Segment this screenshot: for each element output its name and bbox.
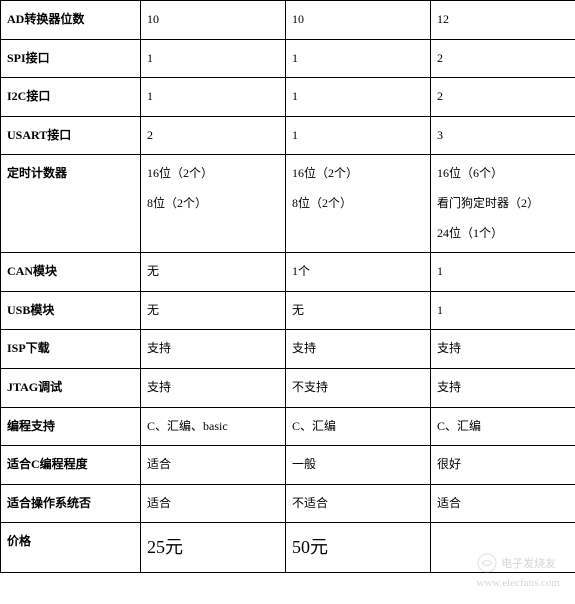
row-cell: C、汇编 <box>286 407 431 446</box>
row-cell: 16位（2个） 8位（2个） <box>141 155 286 253</box>
row-label: 价格 <box>1 523 141 572</box>
row-cell: 无 <box>286 291 431 330</box>
cell-line: 16位（6个） <box>437 163 569 185</box>
comparison-table: AD转换器位数101012SPI接口112I2C接口112USART接口213定… <box>0 0 575 573</box>
row-label: 适合C编程程度 <box>1 446 141 485</box>
row-cell: 1 <box>431 253 575 292</box>
row-cell: 很好 <box>431 446 575 485</box>
row-label: USB模块 <box>1 291 141 330</box>
row-cell: 16位（6个） 看门狗定时器（2） 24位（1个） <box>431 155 575 253</box>
table-row: ISP下载支持支持支持 <box>1 330 575 369</box>
row-cell: 适合 <box>141 446 286 485</box>
row-label: CAN模块 <box>1 253 141 292</box>
row-cell: 1 <box>431 291 575 330</box>
row-label: ISP下载 <box>1 330 141 369</box>
table-row: 定时计数器 16位（2个） 8位（2个） 16位（2个） 8位（2个） 16位（6个） 看门… <box>1 155 575 253</box>
row-label: AD转换器位数 <box>1 1 141 40</box>
row-cell: 10 <box>141 1 286 40</box>
row-cell: 2 <box>141 116 286 155</box>
row-cell: 1个 <box>286 253 431 292</box>
row-cell: 1 <box>141 78 286 117</box>
row-cell: 一般 <box>286 446 431 485</box>
table-row: 适合C编程程度适合一般很好 <box>1 446 575 485</box>
row-cell: 50元 <box>286 523 431 572</box>
table-body: AD转换器位数101012SPI接口112I2C接口112USART接口213定… <box>1 1 575 573</box>
cell-line: 16位（2个） <box>147 163 279 185</box>
row-cell: 支持 <box>286 330 431 369</box>
row-cell: 1 <box>286 39 431 78</box>
cell-line: 看门狗定时器（2） <box>437 193 569 215</box>
table-row: USB模块无无1 <box>1 291 575 330</box>
table-row: I2C接口112 <box>1 78 575 117</box>
table-row: 价格25元50元 <box>1 523 575 572</box>
table-row: SPI接口112 <box>1 39 575 78</box>
watermark-url: www.elecfans.com <box>476 577 560 589</box>
row-cell: 12 <box>431 1 575 40</box>
row-cell: 25元 <box>141 523 286 572</box>
row-cell: 不适合 <box>286 484 431 523</box>
table-row: AD转换器位数101012 <box>1 1 575 40</box>
row-cell: 支持 <box>141 368 286 407</box>
row-cell: 1 <box>141 39 286 78</box>
row-cell: 无 <box>141 253 286 292</box>
cell-line: 16位（2个） <box>292 163 424 185</box>
row-cell: 16位（2个） 8位（2个） <box>286 155 431 253</box>
row-label: 定时计数器 <box>1 155 141 253</box>
table-row: 编程支持C、汇编、basicC、汇编C、汇编 <box>1 407 575 446</box>
row-cell: 1 <box>286 116 431 155</box>
row-cell: 支持 <box>431 330 575 369</box>
row-cell: 2 <box>431 39 575 78</box>
row-cell: 适合 <box>431 484 575 523</box>
table-row: CAN模块无1个1 <box>1 253 575 292</box>
row-cell: 10 <box>286 1 431 40</box>
row-label: JTAG调试 <box>1 368 141 407</box>
table-row: 适合操作系统否适合不适合适合 <box>1 484 575 523</box>
row-label: SPI接口 <box>1 39 141 78</box>
table-row: USART接口213 <box>1 116 575 155</box>
row-label: USART接口 <box>1 116 141 155</box>
cell-line: 8位（2个） <box>147 193 279 215</box>
row-cell: 不支持 <box>286 368 431 407</box>
row-cell: 支持 <box>141 330 286 369</box>
row-label: I2C接口 <box>1 78 141 117</box>
row-cell: 2 <box>431 78 575 117</box>
table-row: JTAG调试支持不支持支持 <box>1 368 575 407</box>
cell-line: 24位（1个） <box>437 223 569 245</box>
row-cell: C、汇编 <box>431 407 575 446</box>
row-cell <box>431 523 575 572</box>
row-cell: 无 <box>141 291 286 330</box>
row-label: 适合操作系统否 <box>1 484 141 523</box>
row-cell: 适合 <box>141 484 286 523</box>
row-cell: 1 <box>286 78 431 117</box>
row-label: 编程支持 <box>1 407 141 446</box>
row-cell: 3 <box>431 116 575 155</box>
row-cell: C、汇编、basic <box>141 407 286 446</box>
cell-line: 8位（2个） <box>292 193 424 215</box>
row-cell: 支持 <box>431 368 575 407</box>
